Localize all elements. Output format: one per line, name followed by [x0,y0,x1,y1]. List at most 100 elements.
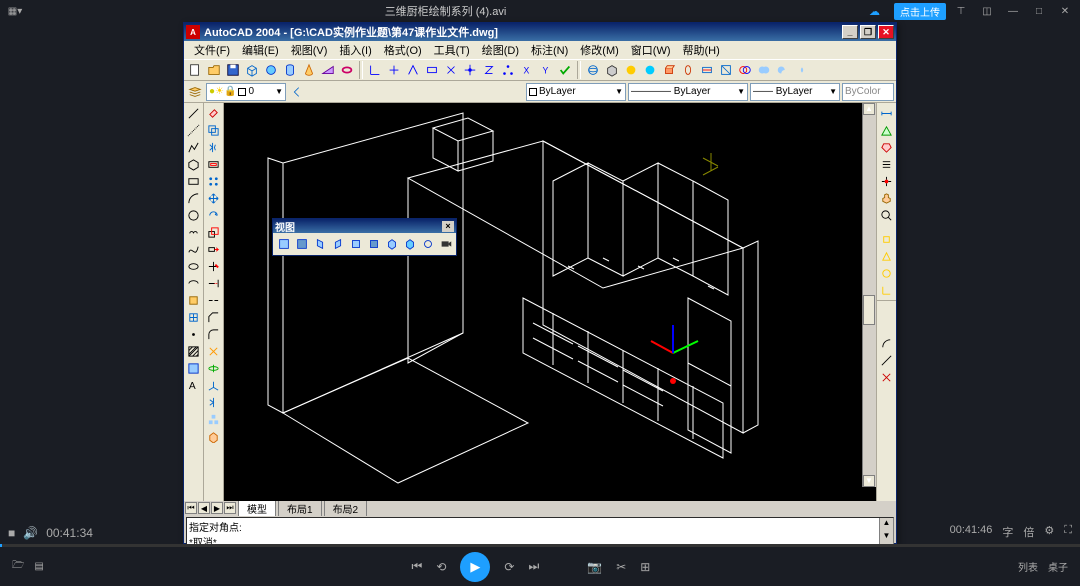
view-camera-icon[interactable] [437,235,454,253]
menu-dimension[interactable]: 标注(N) [525,42,574,58]
view-sw-icon[interactable] [383,235,400,253]
pline-icon[interactable] [184,139,202,155]
ucs-x-icon[interactable]: X [518,61,536,79]
shade-icon[interactable] [622,61,640,79]
sphere-icon[interactable] [262,61,280,79]
ucs-origin-icon[interactable] [461,61,479,79]
menu-file[interactable]: 文件(F) [188,42,236,58]
player-menu-icon[interactable]: ▦▾ [8,4,22,18]
zoom-icon[interactable] [877,207,895,223]
save-icon[interactable] [224,61,242,79]
subtract-icon[interactable] [774,61,792,79]
rewind-icon[interactable]: ⟲ [436,560,446,574]
menu-insert[interactable]: 插入(I) [333,42,377,58]
explode-icon[interactable] [204,343,222,359]
trim-icon[interactable] [204,258,222,274]
line-tool-icon[interactable] [877,352,895,368]
erase-icon[interactable] [204,105,222,121]
next-track-icon[interactable]: ⏭ [528,559,539,574]
drawing-canvas[interactable]: 视图 × ▲ [224,103,876,501]
scroll-up-icon[interactable]: ▲ [863,103,875,115]
ucs-face-icon[interactable] [423,61,441,79]
offset-icon[interactable] [204,156,222,172]
insert-block-icon[interactable] [184,292,202,308]
circle-icon[interactable] [184,207,202,223]
playlist-icon[interactable]: ▤ [34,561,43,572]
ucs-apply-icon[interactable] [556,61,574,79]
play-button[interactable]: ▶ [460,552,490,582]
ucs-view-icon[interactable] [442,61,460,79]
id-icon[interactable] [877,173,895,189]
make-block-icon[interactable] [184,309,202,325]
hide-icon[interactable] [603,61,621,79]
volume-icon[interactable]: 🔊 [23,526,38,540]
tab-layout1[interactable]: 布局1 [278,500,322,516]
pan-icon[interactable] [877,190,895,206]
list-icon[interactable] [877,156,895,172]
3dalign-icon[interactable] [204,377,222,393]
revcloud-icon[interactable] [184,224,202,240]
tab-layout2[interactable]: 布局2 [324,500,368,516]
osnap-mid-icon[interactable] [877,248,895,264]
pin-icon[interactable]: ⊤ [954,4,968,18]
tab-model[interactable]: 模型 [238,500,276,516]
open-icon[interactable] [205,61,223,79]
revolve-icon[interactable] [679,61,697,79]
tab-next-icon[interactable]: ▶ [211,502,223,514]
menu-draw[interactable]: 绘图(D) [476,42,525,58]
mirror-icon[interactable] [204,139,222,155]
tab-first-icon[interactable]: ⏮ [185,502,197,514]
3dorbit-icon[interactable] [584,61,602,79]
3drotate-icon[interactable] [204,360,222,376]
menu-format[interactable]: 格式(O) [378,42,428,58]
cone-icon[interactable] [300,61,318,79]
copy-icon[interactable] [204,122,222,138]
arc-tool-icon[interactable] [877,335,895,351]
polygon-icon[interactable] [184,156,202,172]
view-front-icon[interactable] [347,235,364,253]
menu-modify[interactable]: 修改(M) [574,42,625,58]
view-left-icon[interactable] [311,235,328,253]
stretch-icon[interactable] [204,241,222,257]
view-back-icon[interactable] [365,235,382,253]
tab-prev-icon[interactable]: ◀ [198,502,210,514]
hatch-icon[interactable] [184,343,202,359]
snapshot-icon[interactable]: 📷 [587,560,602,574]
extrude-icon[interactable] [660,61,678,79]
linetype-combo[interactable]: ———— ByLayer▼ [628,83,748,101]
list-button[interactable]: 列表 [1018,559,1038,574]
close-tool-icon[interactable] [877,369,895,385]
view-se-icon[interactable] [401,235,418,253]
view-ne-icon[interactable] [419,235,436,253]
menu-edit[interactable]: 编辑(E) [236,42,285,58]
minimize-icon[interactable]: — [1006,4,1020,18]
ucs-prev-icon[interactable] [385,61,403,79]
osnap-end-icon[interactable] [877,231,895,247]
area-icon[interactable] [877,122,895,138]
new-icon[interactable] [186,61,204,79]
progress-bar[interactable] [0,544,1080,547]
rectangle-icon[interactable] [184,173,202,189]
chamfer-icon[interactable] [204,309,222,325]
distance-icon[interactable] [877,105,895,121]
ucs-obj-icon[interactable] [404,61,422,79]
torus-icon[interactable] [338,61,356,79]
cad-close-button[interactable]: ✕ [878,25,894,39]
menu-window[interactable]: 窗口(W) [625,42,677,58]
prev-track-icon[interactable]: ⏮ [412,559,423,574]
extend-icon[interactable] [204,275,222,291]
line-icon[interactable] [184,105,202,121]
array-icon[interactable] [204,173,222,189]
ucs-y-icon[interactable]: Y [537,61,555,79]
cut-icon[interactable]: ✂ [616,560,626,574]
forward-icon[interactable]: ⟳ [504,560,514,574]
ucs-z-icon[interactable] [480,61,498,79]
rotate-icon[interactable] [204,207,222,223]
osnap-per-icon[interactable] [877,282,895,298]
color-combo[interactable]: ByLayer▼ [526,83,626,101]
gif-icon[interactable]: ⊞ [640,560,650,574]
layer-combo[interactable]: ● ☀ 🔒 0 ▼ [206,83,286,101]
cad-minimize-button[interactable]: _ [842,25,858,39]
stop-icon[interactable]: ■ [8,526,15,540]
ucs-3p-icon[interactable] [499,61,517,79]
